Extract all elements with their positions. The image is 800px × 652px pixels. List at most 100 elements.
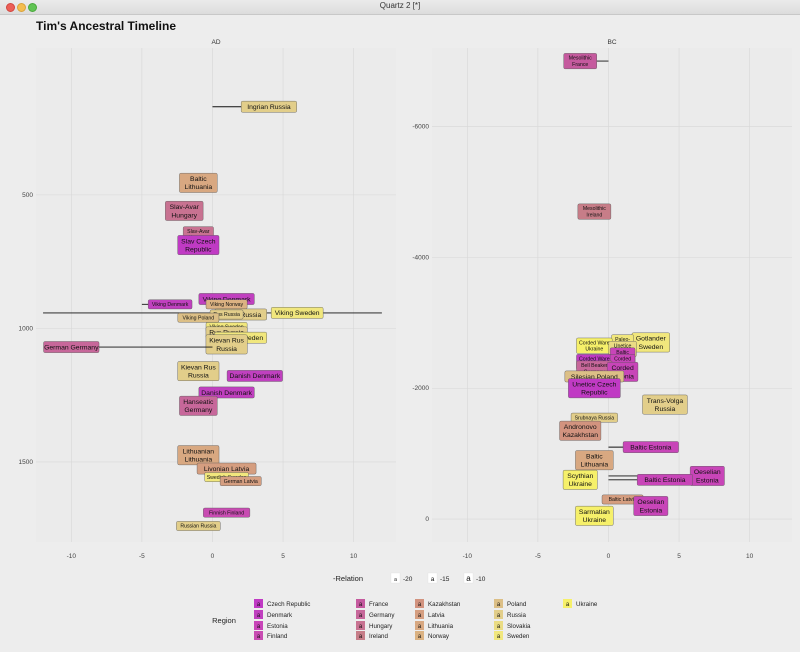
region-legend-label: Ukraine [576, 601, 598, 608]
size-legend-key [463, 572, 474, 584]
region-legend-glyph: a [497, 624, 501, 630]
region-legend-item: a Denmark [254, 610, 293, 619]
size-legend-title: -Relation [333, 574, 363, 583]
point-box [147, 299, 193, 310]
region-legend-glyph: a [257, 634, 261, 640]
region-legend-label: Poland [507, 601, 527, 608]
point-text: Oeselian Estonia [694, 469, 721, 484]
point-text: Slav Czech Republic [181, 238, 216, 253]
point-label: Slav Czech Republic [177, 235, 220, 255]
point-box [622, 441, 679, 453]
point-text: Viking Sweden [275, 310, 320, 317]
region-legend-swatch [494, 631, 503, 640]
point-text: German Germany [44, 344, 99, 351]
point-text: Kievan Rus Russia [209, 338, 244, 353]
region-legend-glyph: a [497, 613, 501, 619]
x-tick-label: 0 [607, 553, 611, 560]
size-legend-glyph: a [394, 577, 397, 583]
panel-ad: AD -10 -5 0 5 10 500 1000 1500 Ingrian Russia Balt… [19, 39, 396, 560]
size-legend-item: a -20 [390, 572, 413, 584]
region-legend-glyph: a [497, 634, 501, 640]
point-label: Finnish Finland [203, 507, 251, 518]
point-box [562, 469, 598, 490]
point-box [203, 507, 251, 518]
region-legend-item: a Finland [254, 631, 288, 640]
y-tick-label: -2000 [412, 385, 429, 392]
point-label: Viking Norway [205, 299, 248, 310]
window-title: Quartz 2 [*] [379, 1, 421, 10]
point-label: Kievan Rus Russia [205, 334, 248, 355]
region-legend-title: Region [212, 616, 236, 625]
region-legend-item: a Germany [356, 610, 395, 619]
region-legend-glyph: a [257, 613, 261, 619]
region-legend-glyph: a [497, 602, 501, 608]
region-legend-label: Germany [369, 612, 395, 619]
region-legend-swatch [494, 599, 503, 608]
point-text: Livonian Latvia [204, 466, 250, 473]
region-legend-item: a Ukraine [563, 599, 598, 608]
x-tick-label: 5 [281, 553, 285, 560]
point-box [568, 378, 621, 399]
region-legend-swatch [494, 610, 503, 619]
point-text: Mesolithic France [569, 56, 592, 68]
region-legend-label: Kazakhstan [428, 601, 461, 608]
region-legend-label: Norway [428, 633, 450, 640]
point-box [179, 395, 218, 416]
y-tick-label: 0 [425, 516, 429, 523]
point-label: Baltic Lithuania [179, 172, 218, 193]
point-text: Srubnaya Russia [575, 415, 615, 421]
region-legend-item: a Czech Republic [254, 599, 310, 608]
point-text: Trans-Volga Russia [647, 398, 684, 413]
point-label: Danish Denmark [226, 370, 283, 382]
x-tick-label: -10 [463, 553, 473, 560]
point-label: Hanseatic Germany [179, 395, 218, 416]
point-text: Oeselian Estonia [637, 499, 664, 514]
point-box [559, 420, 602, 441]
x-tick-label: 5 [677, 553, 681, 560]
point-label: Russian Russia [176, 521, 221, 531]
close-window-button[interactable] [6, 3, 15, 12]
region-legend-item: a Sweden [494, 631, 530, 640]
minimize-window-button[interactable] [17, 3, 26, 12]
region-legend-glyph: a [359, 613, 363, 619]
region-legend-item: a Ireland [356, 631, 388, 640]
point-box [43, 341, 100, 353]
point-box [177, 312, 220, 323]
region-legend-glyph: a [418, 634, 422, 640]
point-text: Danish Denmark [230, 373, 281, 380]
region-legend-item: a Estonia [254, 621, 288, 630]
y-tick-label: -6000 [412, 124, 429, 131]
point-box [176, 521, 221, 531]
region-legend-item: a Slovakia [494, 621, 531, 630]
point-text: Danish Denmark [201, 390, 252, 397]
region-legend-glyph: a [359, 624, 363, 630]
size-legend-item: a -15 [427, 572, 450, 584]
region-legend-swatch [254, 610, 263, 619]
region-legend-item: a Lithuania [415, 621, 454, 630]
point-label: Trans-Volga Russia [642, 394, 688, 415]
region-legend-label: Latvia [428, 612, 445, 619]
size-legend-label: -10 [476, 576, 486, 583]
region-legend-item: a Russia [494, 610, 526, 619]
region-legend-swatch [415, 599, 424, 608]
point-text: Baltic Estonia [630, 444, 671, 451]
point-label: Oeselian Estonia [689, 466, 725, 486]
region-legend-swatch [415, 610, 424, 619]
point-label: Gotlander Sweden [631, 332, 670, 353]
panel-label: AD [211, 39, 220, 46]
region-legend-label: Sweden [507, 633, 530, 640]
point-text: Baltic Lithuania [185, 176, 213, 191]
region-legend-glyph: a [418, 613, 422, 619]
region-legend-label: Slovakia [507, 623, 531, 630]
region-legend-glyph: a [359, 634, 363, 640]
region-legend-item: a Latvia [415, 610, 445, 619]
point-label: Mesolithic France [563, 53, 597, 70]
point-box [642, 394, 688, 415]
point-text: Viking Norway [210, 302, 243, 308]
region-legend-label: France [369, 601, 389, 608]
zoom-window-button[interactable] [28, 3, 37, 12]
region-legend-glyph: a [418, 624, 422, 630]
x-tick-label: 10 [350, 553, 358, 560]
point-text: Andronovo Kazakhstan [562, 424, 598, 439]
point-label: Andronovo Kazakhstan [559, 420, 602, 441]
